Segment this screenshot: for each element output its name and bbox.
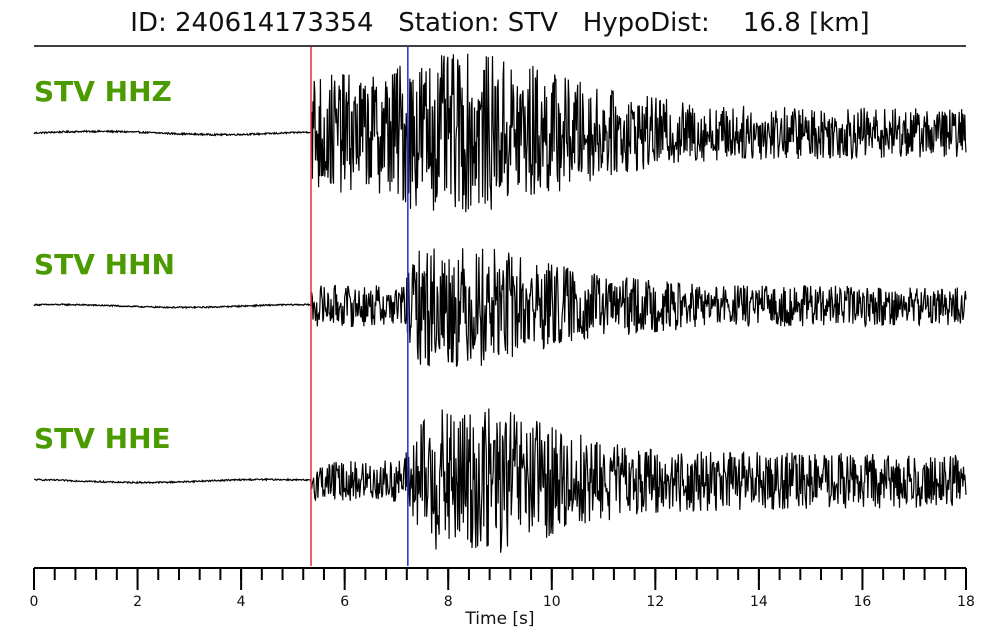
- x-axis-label: Time [s]: [464, 609, 534, 629]
- trace-label-stv-hhz: STV HHZ: [34, 75, 172, 108]
- x-tick-label: 16: [854, 594, 872, 610]
- trace-stv-hhe: [34, 408, 967, 553]
- x-tick-label: 12: [646, 594, 664, 610]
- x-tick-label: 8: [444, 594, 453, 610]
- x-tick-label: 18: [957, 594, 975, 610]
- trace-stv-hhz: [33, 53, 967, 213]
- x-axis-ticks: 0 2 4 6 8 10 12 14 16 18: [30, 568, 975, 610]
- x-tick-label: 6: [340, 594, 349, 610]
- trace-stv-hhn: [33, 248, 967, 368]
- x-tick-label: 0: [30, 594, 39, 610]
- x-tick-label: 10: [543, 594, 561, 610]
- x-tick-label: 14: [750, 594, 768, 610]
- traces-group: [33, 53, 967, 553]
- trace-labels: STV HHZ STV HHN STV HHE: [34, 75, 175, 455]
- x-tick-label: 4: [237, 594, 246, 610]
- trace-label-stv-hhn: STV HHN: [34, 248, 175, 281]
- x-tick-label: 2: [133, 594, 142, 610]
- trace-label-stv-hhe: STV HHE: [34, 422, 171, 455]
- chart-title: ID: 240614173354 Station: STV HypoDist: …: [130, 8, 870, 38]
